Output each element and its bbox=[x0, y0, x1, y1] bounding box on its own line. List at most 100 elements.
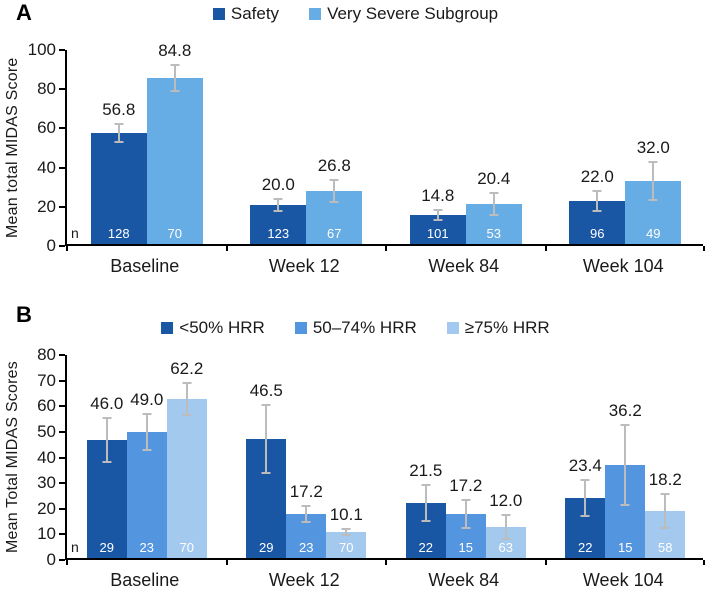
bar: 21.5 22 bbox=[405, 461, 446, 558]
bar-group: 56.8 128 84.8 70 bbox=[67, 41, 227, 244]
bar-n-label: 29 bbox=[259, 540, 274, 555]
bar-value-label: 84.8 bbox=[158, 41, 192, 60]
panel-b: B <50% HRR 50–74% HRR ≥75% HRR Mean Total … bbox=[0, 292, 711, 590]
bar-value-label: 14.8 bbox=[421, 186, 455, 205]
x-tick-mark bbox=[225, 246, 228, 251]
bar: 46.5 29 bbox=[246, 381, 287, 558]
y-tick-mark bbox=[59, 482, 65, 485]
legend: <50% HRR 50–74% HRR ≥75% HRR bbox=[0, 318, 711, 338]
legend-label: Safety bbox=[230, 4, 280, 23]
error-bar bbox=[624, 424, 627, 506]
y-tick-mark bbox=[59, 49, 65, 51]
y-tick-mark bbox=[59, 354, 65, 356]
bar-row: 23.4 22 36.2 15 18.2 58 bbox=[546, 355, 706, 558]
bar-n-label: 29 bbox=[99, 540, 114, 555]
bar-n-label: 123 bbox=[267, 226, 290, 241]
y-tick-label: 100 bbox=[27, 40, 56, 59]
y-tick-label: 0 bbox=[46, 550, 56, 569]
bar: 20.0 123 bbox=[250, 175, 307, 244]
bar-n-label: 101 bbox=[426, 226, 449, 241]
error-bar bbox=[584, 479, 587, 517]
legend-item: <50% HRR bbox=[161, 318, 265, 338]
bar: 22.0 96 bbox=[569, 167, 626, 244]
y-tick-mark bbox=[59, 88, 65, 91]
bar: 62.2 70 bbox=[166, 359, 207, 558]
bar-group: 21.5 22 17.2 15 12.0 63 bbox=[386, 355, 546, 558]
error-bar bbox=[305, 505, 308, 523]
bar-n-label: 22 bbox=[578, 540, 593, 555]
bar-value-label: 23.4 bbox=[568, 456, 602, 475]
error-bar-cap bbox=[301, 521, 311, 523]
bar-n-label: 15 bbox=[618, 540, 633, 555]
error-bar bbox=[333, 179, 336, 203]
x-category-label: Week 104 bbox=[582, 570, 664, 590]
legend-label: ≥75% HRR bbox=[464, 318, 550, 337]
bar-n-label: 70 bbox=[179, 540, 194, 555]
y-tick-mark bbox=[59, 379, 65, 382]
legend-item: 50–74% HRR bbox=[294, 318, 417, 338]
error-bar bbox=[265, 404, 268, 474]
legend-swatch-icon bbox=[446, 322, 459, 334]
error-bar-cap bbox=[501, 538, 511, 540]
error-bar bbox=[492, 192, 495, 216]
x-tick-mark bbox=[385, 560, 387, 565]
error-bar-cap bbox=[433, 219, 443, 221]
bar-value-label: 46.0 bbox=[90, 394, 124, 413]
error-bar-cap bbox=[660, 527, 670, 529]
bar-value-label: 20.4 bbox=[477, 169, 511, 188]
error-bar-cap bbox=[142, 413, 152, 415]
error-bar bbox=[145, 413, 148, 451]
x-tick-mark bbox=[703, 560, 705, 565]
bar: 84.8 70 bbox=[146, 41, 203, 244]
bar-value-label: 46.5 bbox=[249, 381, 283, 400]
bar-value-label: 21.5 bbox=[409, 461, 443, 480]
bar-n-label: 128 bbox=[107, 226, 130, 241]
error-bar-cap bbox=[489, 192, 499, 194]
y-tick-label: 20 bbox=[37, 498, 56, 518]
bar: 14.8 101 bbox=[409, 186, 466, 244]
legend-label: Very Severe Subgroup bbox=[327, 4, 499, 23]
y-tick-mark bbox=[59, 166, 65, 169]
bar-row: 56.8 128 84.8 70 bbox=[67, 41, 227, 244]
bar-value-label: 56.8 bbox=[102, 100, 136, 119]
error-bar bbox=[117, 123, 120, 143]
error-bar-cap bbox=[182, 382, 192, 384]
legend: Safety Very Severe Subgroup bbox=[0, 4, 711, 24]
bar: 36.2 15 bbox=[605, 401, 646, 558]
x-category-label: Week 84 bbox=[428, 570, 500, 590]
error-bar-cap bbox=[329, 179, 339, 181]
error-bar bbox=[105, 417, 108, 463]
y-tick-mark bbox=[59, 205, 65, 208]
x-tick-mark bbox=[385, 246, 387, 251]
n-marker: n bbox=[71, 539, 79, 555]
bar-n-label: 70 bbox=[167, 226, 182, 241]
error-bar-cap bbox=[170, 90, 180, 92]
error-bar-cap bbox=[301, 505, 311, 507]
bar-group: 20.0 123 26.8 67 bbox=[227, 50, 387, 244]
error-bar bbox=[185, 382, 188, 416]
legend-item: Safety bbox=[212, 4, 280, 24]
bar-row: 22.0 96 32.0 49 bbox=[546, 50, 706, 244]
error-bar-cap bbox=[461, 527, 471, 529]
error-bar-cap bbox=[102, 417, 112, 419]
error-bar bbox=[464, 499, 467, 529]
bar-n-label: 67 bbox=[327, 226, 342, 241]
error-bar-cap bbox=[102, 461, 112, 463]
x-tick-mark bbox=[544, 246, 547, 251]
bar-value-label: 12.0 bbox=[489, 491, 523, 510]
bar-row: 46.5 29 17.2 23 10.1 70 bbox=[227, 355, 387, 558]
error-bar-cap bbox=[501, 514, 511, 516]
bar-group: 23.4 22 36.2 15 18.2 58 bbox=[546, 355, 706, 558]
bar-value-label: 17.2 bbox=[449, 476, 483, 495]
bar-value-label: 62.2 bbox=[170, 359, 204, 378]
bar-value-label: 18.2 bbox=[648, 470, 682, 489]
plot-area: 56.8 128 84.8 70 20.0 123 26.8 67 14.8 101 20.4 53 2… bbox=[65, 41, 706, 251]
bar-n-label: 58 bbox=[658, 540, 673, 555]
bar: 32.0 49 bbox=[625, 138, 682, 244]
bar: 17.2 15 bbox=[445, 476, 486, 558]
y-tick-mark bbox=[59, 127, 65, 130]
x-tick-mark bbox=[66, 246, 68, 251]
bar-value-label: 20.0 bbox=[261, 175, 295, 194]
bar-value-label: 49.0 bbox=[130, 390, 164, 409]
y-tick-mark bbox=[59, 456, 65, 459]
